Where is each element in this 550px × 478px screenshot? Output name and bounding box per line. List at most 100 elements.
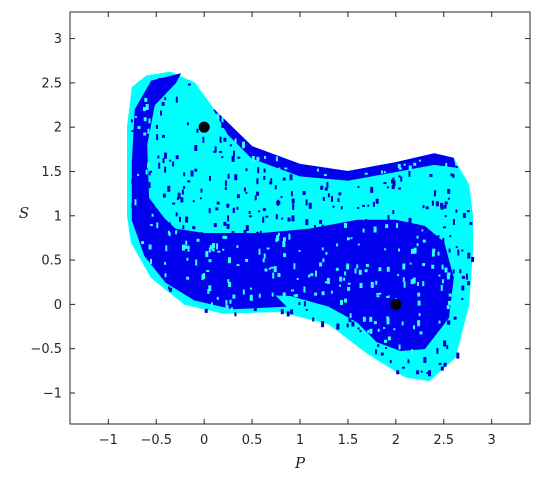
speckle: [251, 156, 255, 162]
speckle: [386, 318, 390, 325]
y-axis-ticks: −1 −0.5 0 0.5 1 1.5 2 2.5 3: [30, 32, 530, 401]
attractor-points: [198, 121, 402, 310]
speckle: [323, 174, 327, 177]
speckle: [298, 250, 301, 252]
speckle: [461, 285, 465, 291]
speckle: [314, 225, 316, 231]
speckle: [213, 223, 217, 228]
speckle: [224, 180, 227, 187]
speckle: [207, 289, 210, 294]
speckle: [250, 287, 252, 290]
speckle: [282, 241, 286, 248]
speckle: [224, 235, 228, 239]
speckle: [258, 210, 261, 213]
speckle: [378, 292, 382, 295]
speckle: [143, 132, 147, 136]
speckle: [194, 145, 198, 151]
speckle: [202, 136, 205, 143]
speckle: [131, 203, 135, 209]
speckle: [455, 209, 458, 213]
speckle: [272, 272, 275, 279]
speckle: [417, 320, 421, 327]
y-tick-label: 2.5: [41, 76, 62, 91]
speckle: [169, 159, 172, 162]
speckle: [277, 273, 281, 277]
speckle: [420, 370, 423, 373]
speckle: [227, 173, 230, 179]
speckle: [327, 193, 330, 198]
speckle: [275, 156, 278, 162]
speckle: [144, 97, 148, 102]
speckle: [258, 248, 261, 255]
speckle: [408, 165, 412, 171]
speckle: [187, 245, 190, 252]
speckle: [350, 237, 353, 240]
speckle: [429, 174, 433, 177]
speckle: [225, 299, 228, 305]
speckle: [145, 104, 149, 110]
speckle: [302, 191, 306, 195]
speckle: [187, 180, 191, 183]
speckle: [234, 312, 237, 317]
speckle: [461, 298, 464, 300]
speckle: [319, 262, 323, 267]
speckle: [387, 336, 391, 341]
speckle: [263, 176, 266, 180]
y-tick-label: 1.5: [41, 165, 62, 180]
speckle: [398, 175, 401, 178]
speckle: [162, 158, 165, 164]
speckle: [253, 308, 257, 312]
speckle: [319, 219, 323, 224]
speckle: [417, 300, 421, 306]
speckle: [219, 136, 222, 143]
speckle: [278, 167, 281, 170]
speckle: [232, 294, 236, 299]
speckle: [217, 250, 221, 253]
speckle: [222, 235, 226, 239]
speckle: [206, 270, 210, 272]
speckle: [291, 289, 294, 292]
speckle: [416, 370, 420, 375]
speckle: [442, 226, 446, 229]
speckle: [231, 231, 235, 235]
speckle: [256, 231, 260, 234]
speckle: [442, 238, 445, 244]
speckle: [324, 281, 328, 284]
speckle: [164, 152, 167, 159]
speckle: [362, 228, 365, 233]
speckle: [310, 273, 314, 277]
speckle: [256, 191, 260, 196]
speckle: [459, 269, 462, 274]
speckle: [418, 313, 421, 317]
speckle: [224, 187, 227, 190]
speckle: [157, 78, 161, 81]
speckle: [428, 370, 431, 377]
speckle: [398, 167, 402, 170]
speckle: [175, 212, 178, 217]
y-tick-label: 1: [54, 209, 62, 224]
speckle: [326, 182, 329, 188]
speckle: [398, 344, 401, 350]
speckle: [283, 238, 286, 244]
speckle: [177, 192, 181, 199]
speckle: [340, 299, 343, 305]
speckle: [216, 113, 220, 120]
speckle: [214, 146, 217, 153]
speckle: [168, 222, 171, 226]
x-axis-ticks: −1 −0.5 0 0.5 1 1.5 2 2.5 3: [99, 12, 496, 448]
speckle: [148, 182, 151, 189]
speckle: [187, 83, 191, 86]
speckle: [413, 247, 417, 254]
speckle: [262, 216, 265, 223]
speckle: [196, 238, 200, 242]
speckle: [455, 166, 458, 168]
speckle: [398, 248, 400, 252]
speckle: [437, 251, 440, 256]
speckle: [370, 281, 374, 288]
speckle: [293, 263, 296, 270]
speckle: [469, 222, 473, 225]
speckle: [242, 289, 245, 295]
speckle: [225, 305, 229, 310]
speckle: [375, 349, 378, 355]
speckle: [402, 263, 406, 270]
